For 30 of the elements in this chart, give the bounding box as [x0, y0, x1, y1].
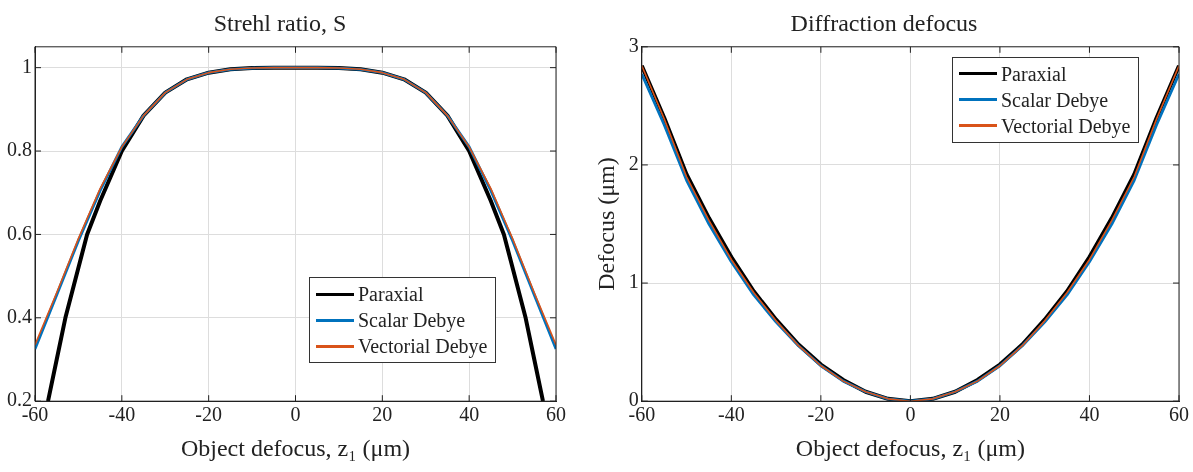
- x-tick-label: -40: [108, 403, 136, 426]
- legend-label: Scalar Debye: [1001, 87, 1109, 113]
- x-tick-label: -20: [807, 403, 835, 426]
- x-axis-title: Object defocus, z₁ (μm): [180, 434, 411, 461]
- x-tick-label: 60: [546, 403, 566, 426]
- y-tick-label: 0.8: [7, 138, 32, 161]
- legend-label: Paraxial: [358, 282, 424, 308]
- legend-label: Vectorial Debye: [1001, 113, 1131, 139]
- x-tick-label: 40: [459, 403, 480, 426]
- x-tick-label: 20: [989, 403, 1010, 426]
- y-tick-label: 0.4: [7, 305, 32, 328]
- y-tick-label: 1: [22, 54, 32, 77]
- x-tick-label: -20: [195, 403, 222, 426]
- y-tick-label: 0.6: [7, 221, 32, 244]
- chart-title: Diffraction defocus: [790, 9, 978, 36]
- x-tick-label: 40: [1079, 403, 1100, 426]
- legend-label: Paraxial: [1001, 61, 1067, 87]
- legend-label: Scalar Debye: [358, 308, 466, 334]
- y-tick-label: 3: [628, 34, 639, 57]
- y-axis-title: Defocus (μm): [592, 157, 619, 291]
- x-axis-title: Object defocus, z₁ (μm): [795, 434, 1025, 461]
- x-tick-label: 0: [905, 403, 916, 426]
- y-tick-label: 2: [628, 152, 639, 175]
- x-tick-label: 20: [372, 403, 393, 426]
- x-tick-label: 60: [1169, 403, 1189, 426]
- y-tick-label: 1: [628, 270, 639, 293]
- chart-title: Strehl ratio, S: [213, 9, 347, 36]
- legend-label: Vectorial Debye: [358, 334, 488, 360]
- x-tick-label: 0: [290, 403, 301, 426]
- x-tick-label: -40: [718, 403, 745, 426]
